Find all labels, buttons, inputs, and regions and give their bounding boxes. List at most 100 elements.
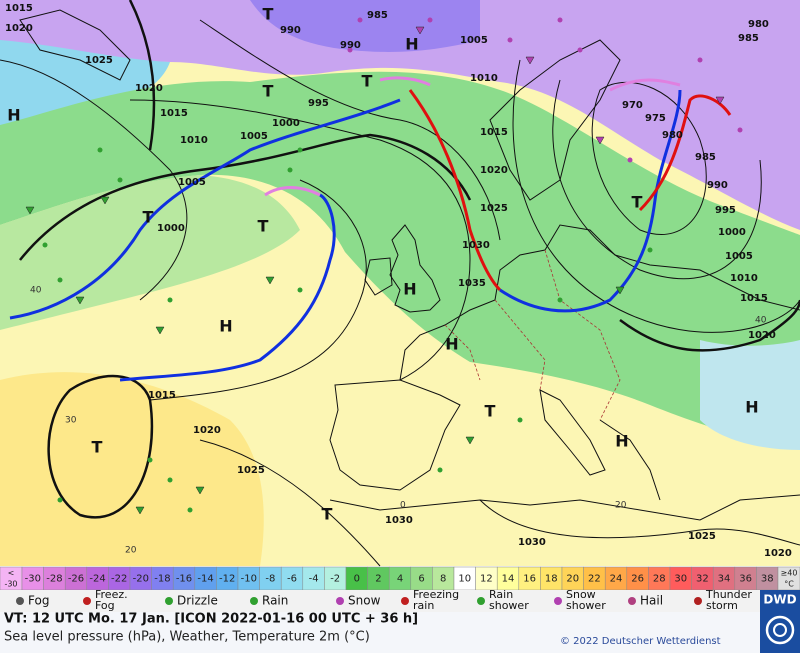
weather-symbol [557,297,563,303]
isobar-1015-east [619,299,800,352]
weather-symbols [25,17,743,515]
scale-label: -22 [111,574,127,585]
weather-symbol [415,26,425,35]
legend-label: shower [489,599,529,612]
weather-symbol [155,326,165,335]
pressure-center: H [7,106,20,125]
pressure-label: 1020 [480,165,508,176]
weather-symbol [357,17,363,23]
weather-symbol [100,196,110,205]
scale-low-label: -30 [4,580,17,589]
legend: Fog Freez.Fog Drizzle Rain Snow FreezingrainR… [16,588,752,612]
scale-low-label: < [8,569,15,578]
weather-symbol [187,507,193,513]
legend-icon [554,597,562,605]
pressure-label: 990 [280,25,301,36]
isobar [552,79,762,280]
legend-label: rain [413,599,434,612]
coast-scandinavia [489,39,621,201]
scale-label: 2 [375,574,381,585]
weather-symbol [715,96,725,105]
legend-label: Rain [489,588,513,601]
scale-high-label: ≥40 [781,569,798,578]
pressure-center: T [258,217,269,236]
scale-label: -4 [309,574,319,585]
scale-label: 34 [718,574,731,585]
pressure-label: 1005 [725,251,753,262]
legend-icon [83,597,91,605]
weather-symbol [117,177,123,183]
pressure-label: 1030 [518,537,546,548]
coast-iberia [329,379,461,491]
weather-symbol [167,477,173,483]
weather-symbol [347,47,353,53]
pressure-label: 1010 [470,73,498,84]
legend-label: shower [566,599,606,612]
scale-label: 16 [523,574,536,585]
scale-label: -20 [133,574,149,585]
weather-symbol [57,497,63,503]
scale-label: -14 [197,574,213,585]
weather-symbol [437,467,443,473]
pressure-label: 1020 [135,83,163,94]
pressure-label: 1000 [718,227,746,238]
map: 1015 1020 1025 1020 1015 1010 1005 1000 1005 1000… [0,0,800,567]
pressure-label: 1020 [193,425,221,436]
pressure-label: 1010 [730,273,758,284]
scale-label: -30 [25,574,41,585]
weather-symbol [42,242,48,248]
pressure-label: 1030 [462,240,490,251]
legend-label: Freez. [95,588,128,601]
pressure-label: 970 [622,100,643,111]
cold-region [0,0,800,230]
weather-symbol [517,417,523,423]
isobar [199,19,501,241]
pressure-center: H [403,280,416,299]
scale-label: 0 [354,574,360,585]
isobar [591,81,707,235]
pressure-center: H [615,432,628,451]
weather-symbol [627,157,633,163]
isobar [129,99,471,381]
weather-symbol [697,57,703,63]
borders [444,249,621,421]
valid-time: VT: 12 UTC Mo. 17 Jan. [ICON 2022-01-16 … [4,612,418,627]
weather-symbol [25,206,35,215]
description: Sea level pressure (hPa), Weather, Tempe… [4,630,370,645]
scale-label: 24 [610,574,623,585]
pressure-center: H [745,398,758,417]
warm-front [408,89,502,292]
pressure-center: T [485,402,496,421]
scale-label: -8 [265,574,275,585]
pressure-center: T [143,208,154,227]
weather-symbol [167,297,173,303]
color-scale: <-30 -30 -28 -26 -24 -22 -20 -18 -16 -14 -12 -10 -8-… [0,566,800,591]
legend-label: Thunder [705,588,752,601]
pressure-label: 1010 [180,135,208,146]
legend-label: Drizzle [177,594,218,608]
pressure-label: 1015 [740,293,768,304]
warm-region [0,372,264,566]
cold-core [250,0,480,52]
scale-label: 8 [440,574,446,585]
pressure-label: 990 [340,40,361,51]
weather-symbol [647,247,653,253]
scale-label: 30 [674,574,687,585]
pressure-label: 1015 [480,127,508,138]
scale-label: 28 [653,574,666,585]
weather-symbol [615,286,625,295]
weather-symbol [97,147,103,153]
cold-front-south [119,193,336,382]
pressure-label: 985 [695,152,716,163]
scale-label: 22 [588,574,601,585]
pressure-label: 975 [645,113,666,124]
pressure-label: 1005 [460,35,488,46]
weather-symbol [297,147,303,153]
pressure-label: 995 [715,205,736,216]
pressure-label: 1000 [272,118,300,129]
scale-label: 14 [502,574,515,585]
weather-symbol [147,457,153,463]
temperature-label: 20 [125,546,137,556]
scale-label: 38 [761,574,774,585]
